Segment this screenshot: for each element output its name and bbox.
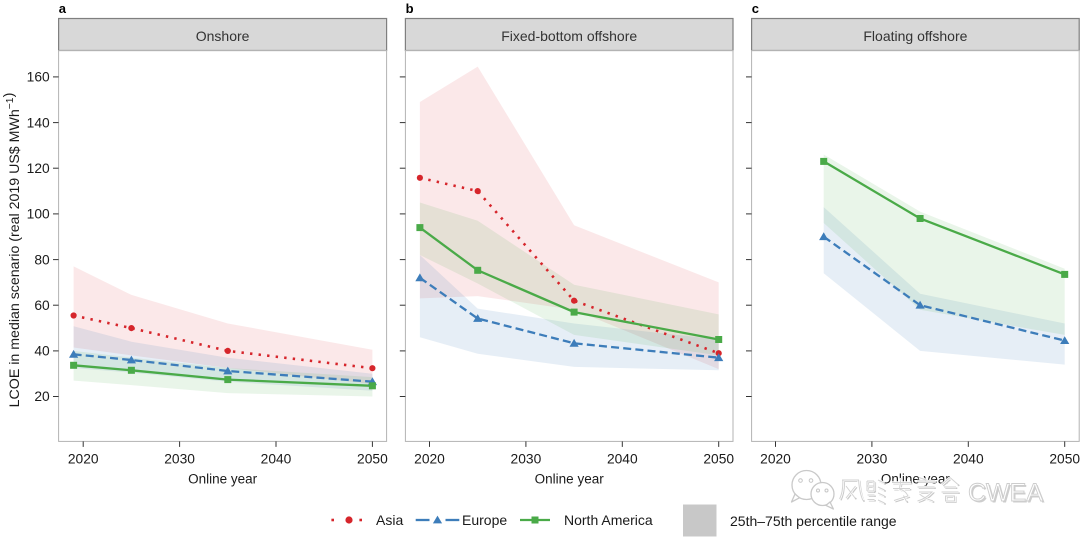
svg-text:c: c: [752, 1, 759, 16]
svg-text:Online year: Online year: [188, 472, 258, 487]
svg-text:2030: 2030: [511, 452, 542, 467]
svg-text:2050: 2050: [703, 452, 734, 467]
svg-text:LCOE in median scenario (real: LCOE in median scenario (real 2019 US$ M…: [1, 93, 23, 408]
svg-text:CWEA: CWEA: [968, 479, 1043, 507]
svg-text:Onshore: Onshore: [196, 28, 250, 44]
svg-text:Europe: Europe: [462, 512, 507, 528]
svg-text:2040: 2040: [607, 452, 638, 467]
svg-text:2050: 2050: [357, 452, 388, 467]
svg-text:160: 160: [27, 70, 50, 85]
svg-text:80: 80: [34, 252, 50, 267]
svg-text:100: 100: [27, 207, 50, 222]
svg-text:2020: 2020: [414, 452, 445, 467]
svg-text:a: a: [59, 1, 67, 16]
svg-text:2020: 2020: [68, 452, 99, 467]
svg-text:2040: 2040: [261, 452, 292, 467]
svg-text:Floating offshore: Floating offshore: [863, 28, 967, 44]
svg-text:25th–75th percentile range: 25th–75th percentile range: [730, 513, 897, 529]
svg-text:North America: North America: [564, 512, 653, 528]
svg-text:CWEA: CWEA: [970, 481, 1045, 509]
svg-text:140: 140: [27, 115, 50, 130]
svg-text:b: b: [406, 1, 414, 16]
svg-text:Fixed-bottom offshore: Fixed-bottom offshore: [501, 28, 637, 44]
svg-text:2040: 2040: [953, 452, 984, 467]
svg-text:40: 40: [34, 344, 50, 359]
svg-text:60: 60: [34, 298, 50, 313]
svg-text:2050: 2050: [1049, 452, 1080, 467]
svg-text:120: 120: [27, 161, 50, 176]
svg-text:2030: 2030: [164, 452, 195, 467]
svg-text:2030: 2030: [857, 452, 888, 467]
svg-text:Online year: Online year: [881, 472, 951, 487]
svg-text:20: 20: [34, 389, 50, 404]
svg-text:Online year: Online year: [535, 472, 605, 487]
svg-text:2020: 2020: [760, 452, 791, 467]
svg-text:Asia: Asia: [376, 512, 403, 528]
